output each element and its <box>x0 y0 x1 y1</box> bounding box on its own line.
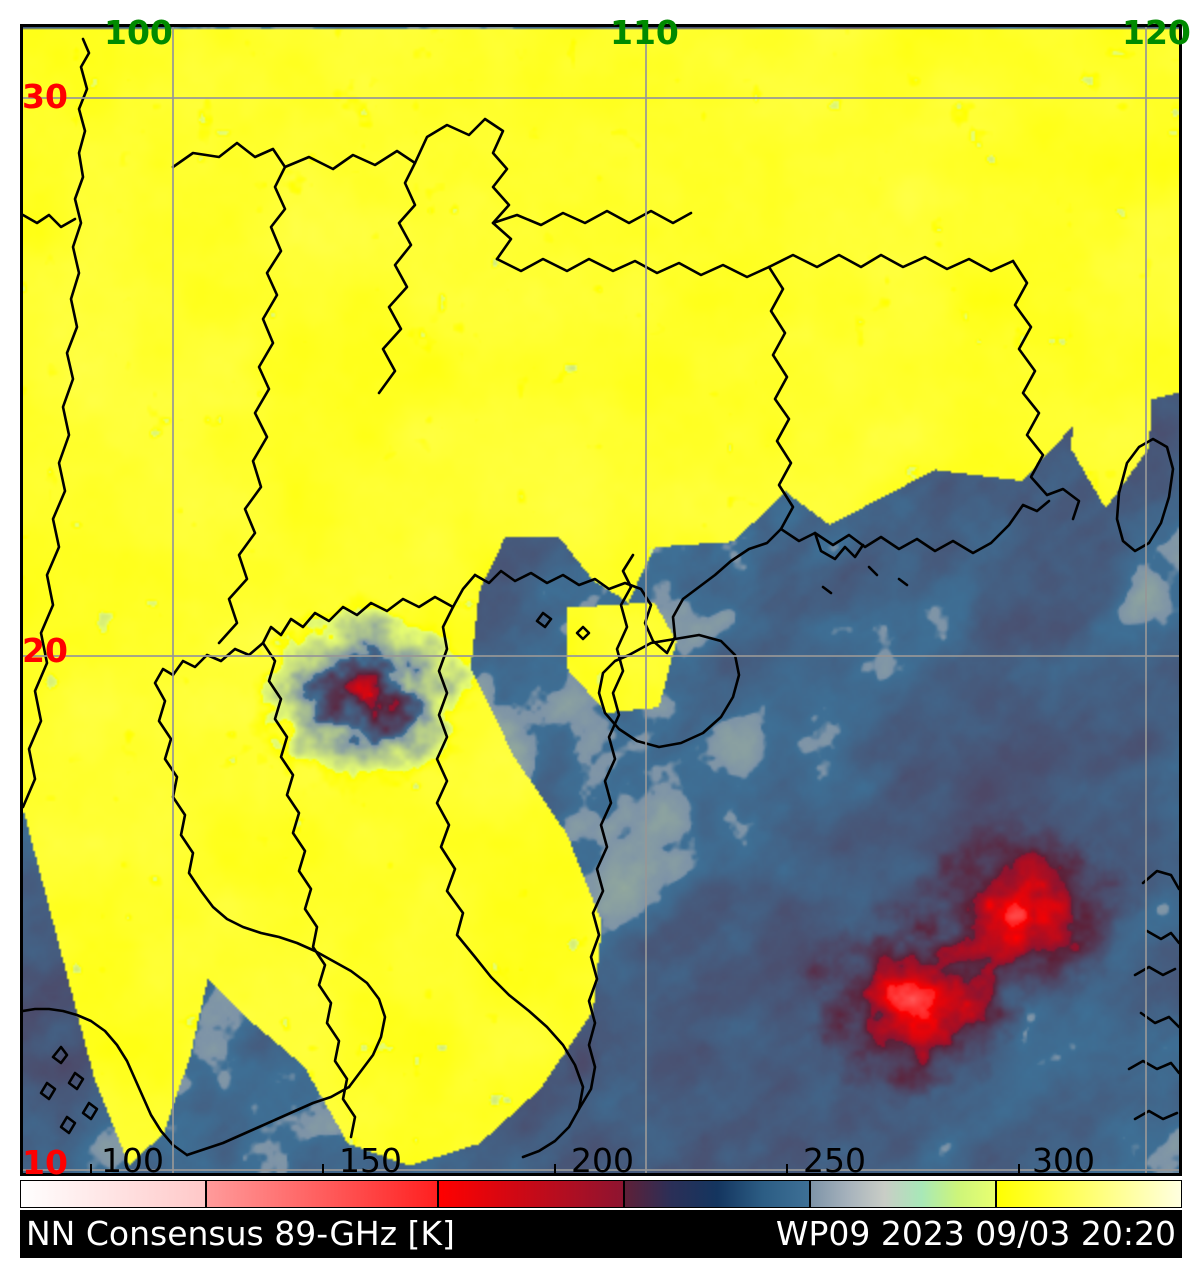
colorbar-segment-4 <box>811 1181 997 1207</box>
coastline-overlay <box>23 37 1179 1159</box>
map-canvas <box>23 27 1179 1173</box>
cbar-label-300: 300 <box>1032 1141 1095 1180</box>
graticule-overlay <box>23 27 1179 1173</box>
cbar-tick-200 <box>554 1164 556 1176</box>
cbar-tick-150 <box>322 1164 324 1176</box>
map-panel[interactable] <box>20 24 1182 1176</box>
cbar-tick-250 <box>786 1164 788 1176</box>
colorbar-segment-1 <box>207 1181 439 1207</box>
gridline-lon-100 <box>172 27 174 1173</box>
colorbar-segment-3 <box>625 1181 811 1207</box>
lat-label-30: 30 <box>22 77 68 116</box>
cbar-label-150: 150 <box>339 1141 402 1180</box>
colorbar[interactable] <box>20 1180 1182 1208</box>
lon-label-120: 120 <box>1122 13 1191 52</box>
storm-timestamp-label: WP09 2023 09/03 20:20 <box>775 1214 1176 1253</box>
lat-label-10: 10 <box>22 1143 68 1182</box>
lon-label-110: 110 <box>610 13 679 52</box>
colorbar-segment-0 <box>21 1181 207 1207</box>
lon-label-100: 100 <box>104 13 173 52</box>
gridline-lat-10 <box>23 1169 1179 1171</box>
cbar-tick-300 <box>1018 1164 1020 1176</box>
colorbar-segment-5 <box>997 1181 1181 1207</box>
gridline-lat-20 <box>23 655 1179 657</box>
cbar-label-100: 100 <box>101 1141 164 1180</box>
caption-bar: NN Consensus 89-GHz [K] WP09 2023 09/03 … <box>20 1210 1182 1258</box>
brightness-temperature-raster <box>23 27 1179 1173</box>
cbar-tick-100 <box>90 1164 92 1176</box>
product-label: NN Consensus 89-GHz [K] <box>26 1214 455 1253</box>
gridline-lat-30 <box>23 97 1179 99</box>
gridline-lon-120 <box>1145 27 1147 1173</box>
cbar-label-250: 250 <box>803 1141 866 1180</box>
lat-label-20: 20 <box>22 631 68 670</box>
colorbar-segment-2 <box>439 1181 625 1207</box>
cbar-label-200: 200 <box>571 1141 634 1180</box>
gridline-lon-110 <box>645 27 647 1173</box>
